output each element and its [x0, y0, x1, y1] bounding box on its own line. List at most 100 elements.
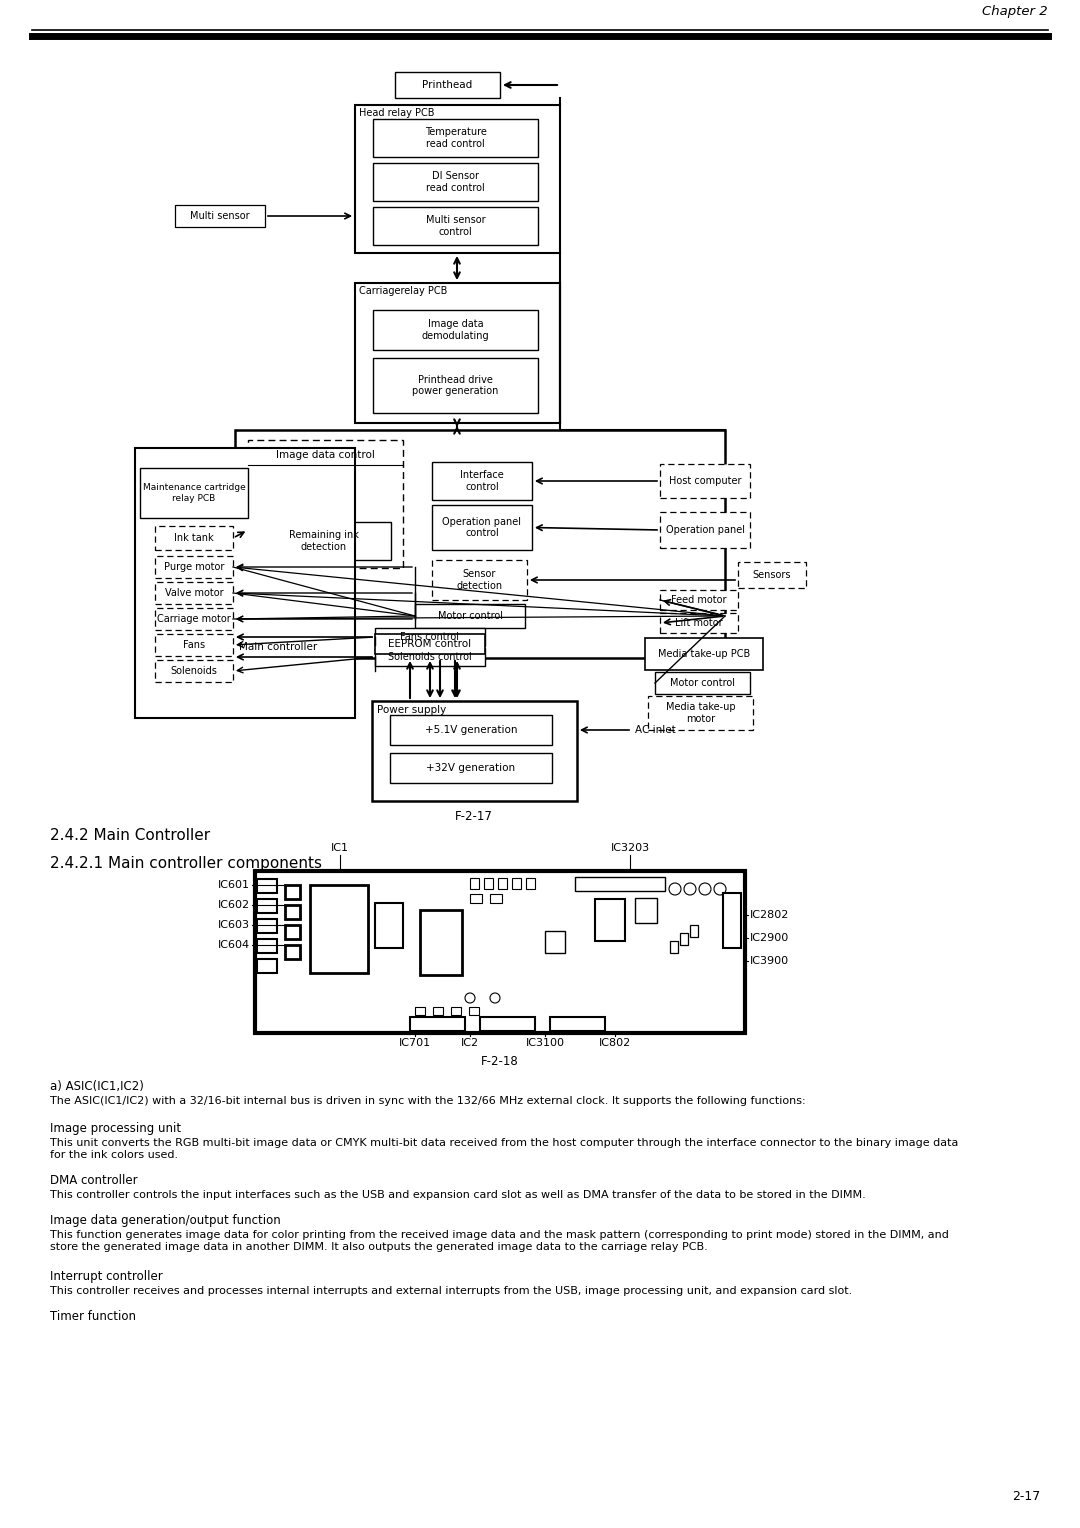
Bar — [420, 911, 462, 975]
Text: Printhead drive
power generation: Printhead drive power generation — [413, 374, 499, 396]
Bar — [248, 440, 403, 568]
Text: IC3100: IC3100 — [526, 1038, 565, 1048]
Text: IC603: IC603 — [218, 920, 249, 931]
Bar — [470, 879, 480, 889]
Text: AC inlet: AC inlet — [635, 724, 676, 735]
Text: Sensor
detection: Sensor detection — [457, 570, 502, 591]
Bar — [490, 894, 502, 903]
Bar — [526, 879, 535, 889]
Bar — [355, 283, 561, 423]
Text: IC1: IC1 — [330, 843, 349, 853]
Bar — [432, 504, 532, 550]
Text: Multi sensor: Multi sensor — [190, 211, 249, 222]
Bar — [235, 429, 725, 659]
Text: IC2900: IC2900 — [750, 934, 789, 943]
Bar — [635, 898, 657, 923]
Text: Power supply: Power supply — [377, 704, 446, 715]
Text: This controller receives and processes internal interrupts and external interrup: This controller receives and processes i… — [50, 1287, 852, 1296]
Text: Operation panel
control: Operation panel control — [443, 516, 522, 538]
Text: F-2-18: F-2-18 — [481, 1054, 518, 1068]
Bar — [135, 448, 355, 718]
Bar — [575, 877, 665, 891]
Text: IC602: IC602 — [218, 900, 249, 911]
Bar — [285, 905, 300, 918]
Bar — [256, 523, 391, 559]
Bar — [648, 695, 753, 730]
Text: Lift motor: Lift motor — [675, 617, 723, 628]
Bar — [373, 119, 538, 157]
Text: Media take-up PCB: Media take-up PCB — [658, 649, 751, 659]
Bar — [156, 608, 233, 630]
Bar — [550, 1018, 605, 1031]
Bar — [595, 898, 625, 941]
Bar — [156, 634, 233, 656]
Bar — [375, 903, 403, 947]
Text: Image data generation/output function: Image data generation/output function — [50, 1215, 281, 1227]
Bar — [470, 894, 482, 903]
Bar — [372, 701, 577, 801]
Text: 2-17: 2-17 — [1012, 1490, 1040, 1502]
Text: Interrupt controller: Interrupt controller — [50, 1270, 163, 1284]
Bar — [257, 918, 276, 934]
Text: Media take-up
motor: Media take-up motor — [665, 703, 735, 724]
Text: Interface
control: Interface control — [460, 471, 504, 492]
Bar — [660, 590, 738, 610]
Text: IC601: IC601 — [218, 880, 249, 889]
Text: Image data control: Image data control — [276, 451, 375, 460]
Bar — [484, 879, 492, 889]
Bar — [480, 1018, 535, 1031]
Text: Timer function: Timer function — [50, 1309, 136, 1323]
Bar — [375, 634, 485, 654]
Bar — [432, 559, 527, 601]
Text: IC2802: IC2802 — [750, 911, 789, 920]
Bar — [670, 941, 678, 953]
Bar — [433, 1007, 443, 1015]
Bar — [355, 105, 561, 254]
Bar — [645, 639, 762, 669]
Text: IC701: IC701 — [399, 1038, 431, 1048]
Text: Fans control: Fans control — [401, 633, 459, 642]
Bar — [690, 924, 698, 937]
Text: +32V generation: +32V generation — [427, 762, 515, 773]
Text: Solenoids control: Solenoids control — [388, 652, 472, 662]
Bar — [390, 753, 552, 782]
Text: Remaining ink
detection: Remaining ink detection — [288, 530, 359, 552]
Bar — [156, 660, 233, 681]
Bar — [469, 1007, 480, 1015]
Bar — [156, 556, 233, 578]
Bar — [410, 1018, 465, 1031]
Bar — [257, 960, 276, 973]
Bar — [257, 879, 276, 892]
Bar — [451, 1007, 461, 1015]
Text: IC604: IC604 — [218, 940, 249, 950]
Text: Purge motor: Purge motor — [164, 562, 225, 571]
Text: Motor control: Motor control — [437, 611, 502, 620]
Bar — [375, 648, 485, 666]
Text: +5.1V generation: +5.1V generation — [424, 724, 517, 735]
Bar — [255, 871, 745, 1033]
Bar — [373, 163, 538, 202]
Bar — [285, 885, 300, 898]
Text: DMA controller: DMA controller — [50, 1174, 137, 1187]
Text: Temperature
read control: Temperature read control — [424, 127, 486, 148]
Text: a) ASIC(IC1,IC2): a) ASIC(IC1,IC2) — [50, 1080, 144, 1093]
Bar — [395, 72, 500, 98]
Text: Fans: Fans — [183, 640, 205, 649]
Text: Operation panel: Operation panel — [665, 526, 744, 535]
Text: Carriage motor: Carriage motor — [157, 614, 231, 623]
Bar — [498, 879, 507, 889]
Text: Valve motor: Valve motor — [164, 588, 224, 597]
Text: IC802: IC802 — [599, 1038, 631, 1048]
Text: Chapter 2: Chapter 2 — [983, 5, 1048, 18]
Bar — [415, 604, 525, 628]
Text: F-2-17: F-2-17 — [455, 810, 492, 824]
Text: Maintenance cartridge
relay PCB: Maintenance cartridge relay PCB — [143, 483, 245, 503]
Bar — [373, 358, 538, 413]
Bar — [512, 879, 521, 889]
Bar — [373, 310, 538, 350]
Text: IC3203: IC3203 — [610, 843, 649, 853]
Text: This function generates image data for color printing from the received image da: This function generates image data for c… — [50, 1230, 949, 1251]
Text: Head relay PCB: Head relay PCB — [359, 108, 434, 118]
Text: Image data
demodulating: Image data demodulating — [421, 319, 489, 341]
Bar — [660, 465, 750, 498]
